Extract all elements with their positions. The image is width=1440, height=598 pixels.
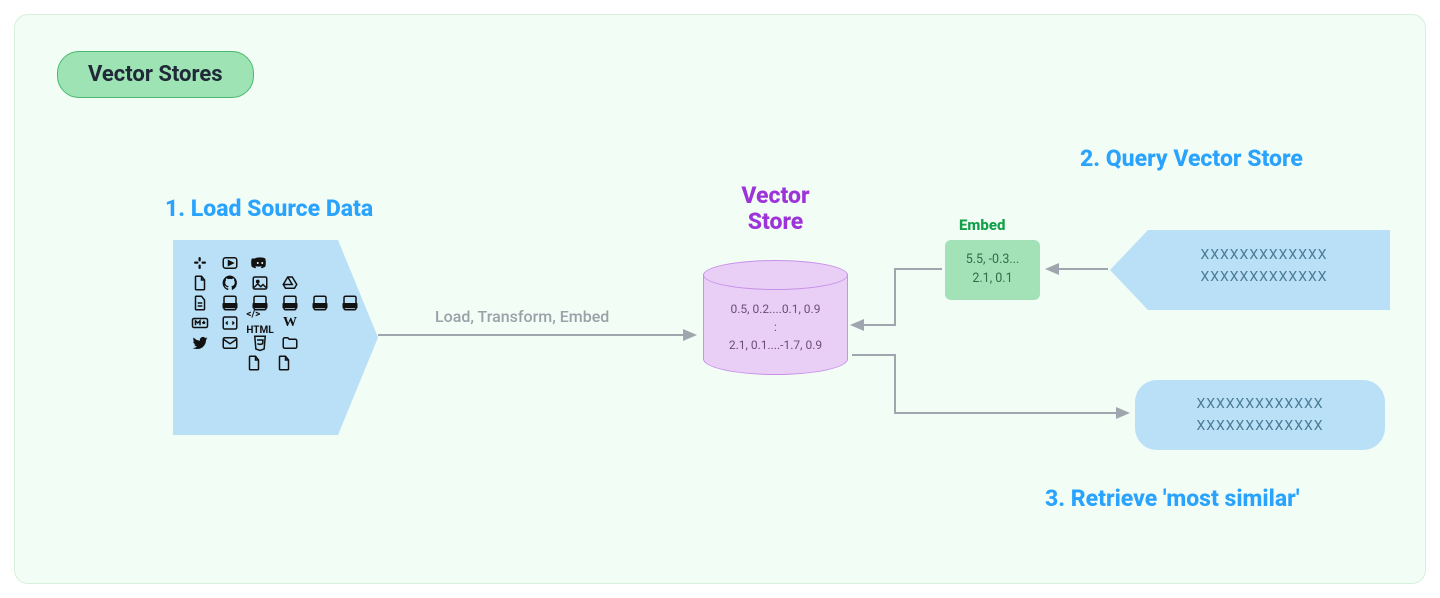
connectors (15, 15, 1427, 585)
arrow-store-to-result (852, 355, 1128, 413)
diagram-panel: Vector Stores 1. Load Source Data 2. Que… (14, 14, 1426, 584)
arrow-embed-to-store (852, 269, 942, 325)
diagram-canvas: Vector Stores 1. Load Source Data 2. Que… (0, 0, 1440, 598)
